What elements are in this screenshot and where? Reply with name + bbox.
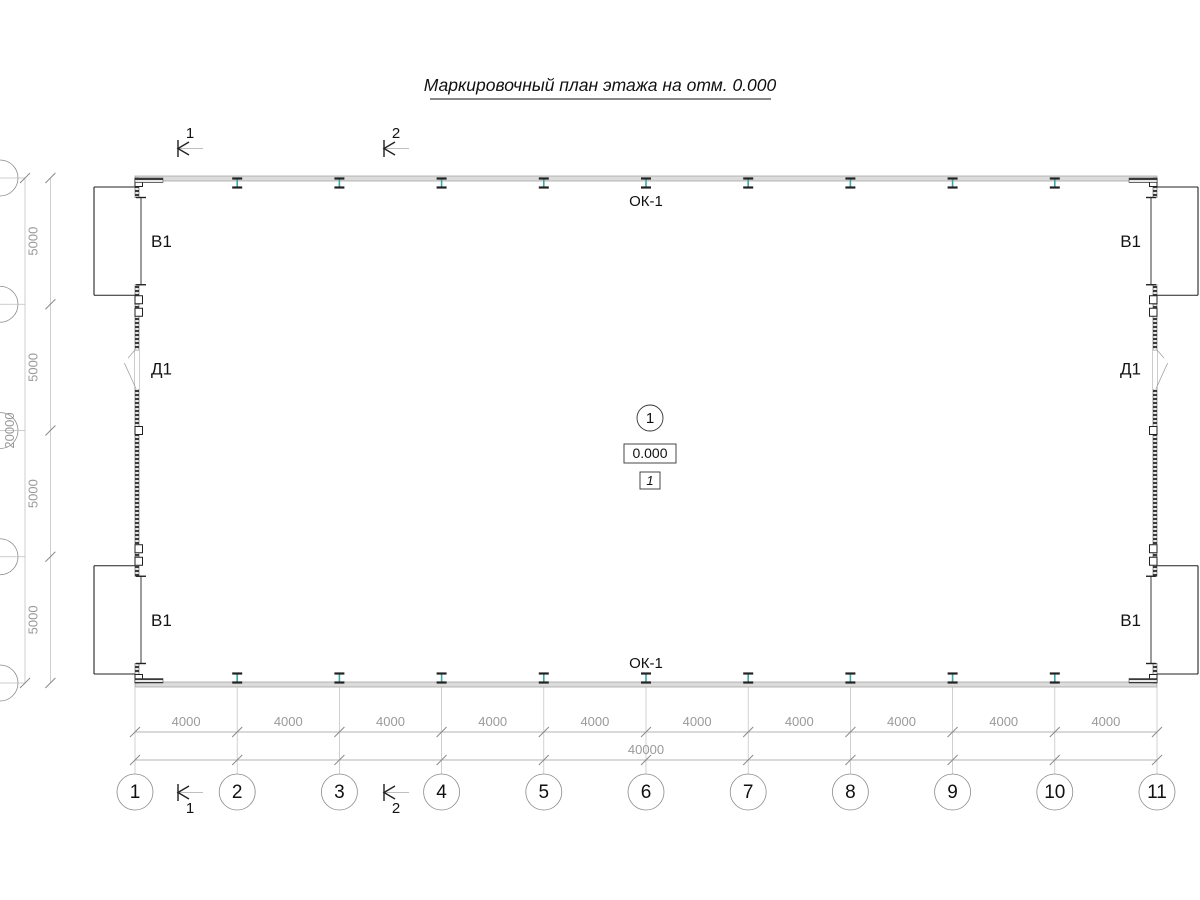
svg-text:0.000: 0.000 <box>632 445 667 461</box>
svg-text:Д1: Д1 <box>1120 360 1141 379</box>
svg-text:2: 2 <box>392 125 400 142</box>
svg-text:1: 1 <box>130 782 141 803</box>
svg-text:1: 1 <box>186 800 194 817</box>
svg-text:4000: 4000 <box>1091 714 1120 729</box>
svg-text:B1: B1 <box>151 611 172 630</box>
svg-text:4000: 4000 <box>274 714 303 729</box>
svg-text:10: 10 <box>1044 782 1065 803</box>
svg-text:4000: 4000 <box>580 714 609 729</box>
svg-text:9: 9 <box>947 782 958 803</box>
svg-text:5: 5 <box>539 782 550 803</box>
svg-text:5000: 5000 <box>26 227 41 256</box>
svg-text:ОК-1: ОК-1 <box>629 655 663 672</box>
svg-text:6: 6 <box>641 782 652 803</box>
svg-text:Маркировочный план этажа на от: Маркировочный план этажа на отм. 0.000 <box>424 75 777 95</box>
svg-text:B1: B1 <box>151 232 172 251</box>
svg-text:1: 1 <box>186 125 194 142</box>
svg-text:4000: 4000 <box>172 714 201 729</box>
svg-text:5000: 5000 <box>26 353 41 382</box>
svg-text:4: 4 <box>436 782 447 803</box>
svg-text:5000: 5000 <box>26 479 41 508</box>
svg-text:8: 8 <box>845 782 856 803</box>
svg-text:40000: 40000 <box>628 742 664 757</box>
svg-text:1: 1 <box>646 473 653 488</box>
svg-text:4000: 4000 <box>376 714 405 729</box>
svg-text:20000: 20000 <box>2 412 17 448</box>
svg-text:7: 7 <box>743 782 754 803</box>
svg-text:11: 11 <box>1147 782 1167 803</box>
svg-text:B1: B1 <box>1120 611 1141 630</box>
svg-text:1: 1 <box>646 410 654 427</box>
svg-text:2: 2 <box>232 782 243 803</box>
svg-text:3: 3 <box>334 782 345 803</box>
svg-text:4000: 4000 <box>887 714 916 729</box>
svg-text:Д1: Д1 <box>151 360 172 379</box>
svg-text:ОК-1: ОК-1 <box>629 193 663 210</box>
svg-text:5000: 5000 <box>26 605 41 634</box>
svg-text:4000: 4000 <box>785 714 814 729</box>
svg-text:4000: 4000 <box>683 714 712 729</box>
svg-text:4000: 4000 <box>478 714 507 729</box>
svg-text:2: 2 <box>392 800 400 817</box>
svg-text:B1: B1 <box>1120 232 1141 251</box>
svg-text:4000: 4000 <box>989 714 1018 729</box>
